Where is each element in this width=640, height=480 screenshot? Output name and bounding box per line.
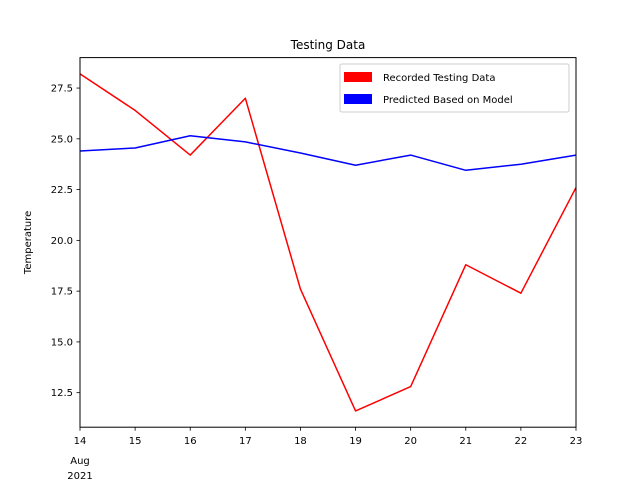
y-tick-label: 15.0 [51, 337, 73, 348]
x-tick-label: 15 [129, 436, 142, 447]
y-tick-label: 12.5 [51, 388, 73, 399]
plot-area [79, 73, 577, 412]
y-tick-label: 25.0 [51, 134, 73, 145]
x-tick-label: 23 [570, 436, 583, 447]
x-tick-label: 22 [515, 436, 528, 447]
y-axis-title: Temperature [23, 211, 34, 275]
y-tick-label: 20.0 [51, 236, 73, 247]
chart-title: Testing Data [290, 38, 366, 52]
legend-label-1: Recorded Testing Data [383, 73, 495, 84]
plot-frame [79, 57, 577, 428]
x-tick-label: 21 [459, 436, 472, 447]
x-tick-label: 16 [184, 436, 197, 447]
x-tick-label: 20 [404, 436, 417, 447]
x-tick-label: 17 [239, 436, 252, 447]
x-axis-year-label: 2021 [67, 471, 92, 480]
y-tick-label: 17.5 [51, 287, 73, 298]
legend: Recorded Testing Data Predicted Based on … [339, 63, 570, 113]
legend-box [339, 63, 570, 113]
x-tick-label: 18 [294, 436, 307, 447]
x-tick-label: 14 [74, 436, 87, 447]
y-tick-label: 22.5 [51, 185, 73, 196]
legend-label-2: Predicted Based on Model [383, 95, 513, 106]
series-line-2 [79, 135, 577, 172]
y-tick-label: 27.5 [51, 84, 73, 95]
y-axis: 12.5 15.0 17.5 20.0 22.5 25.0 27.5 [51, 84, 80, 399]
x-tick-label: 19 [349, 436, 362, 447]
legend-swatch-2 [344, 94, 372, 104]
legend-swatch-1 [344, 72, 372, 82]
series-line-1 [79, 73, 577, 412]
x-axis: 14 15 16 17 18 19 20 21 22 23 [74, 427, 583, 447]
x-axis-month-label: Aug [70, 456, 90, 467]
